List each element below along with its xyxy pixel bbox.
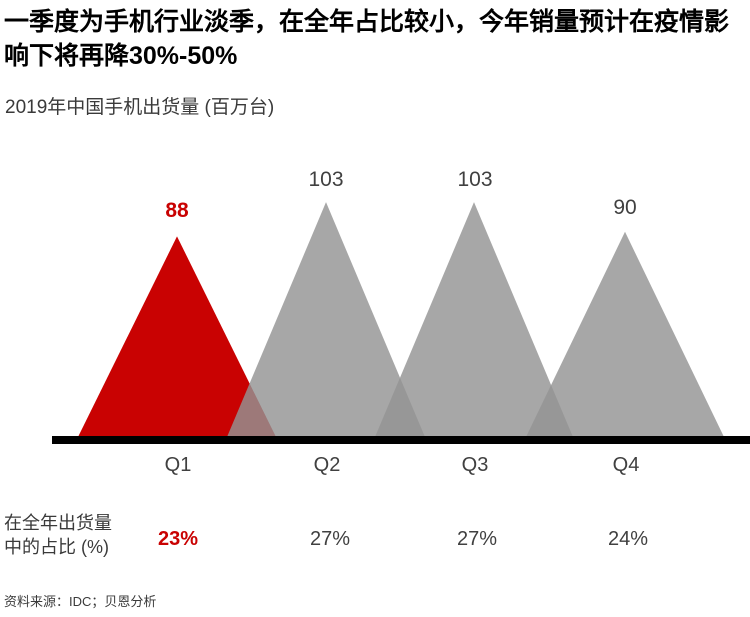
triangle-shapes [52,202,750,444]
share-value-q1: 23% [157,528,199,550]
value-label-q1: 88 [165,199,189,222]
triangle-q4 [526,231,724,437]
share-row-label: 在全年出货量 中的占比 (%) [4,511,112,559]
chart-title: 2019年中国手机出货量 (百万台) [5,97,275,118]
page-title: 一季度为手机行业淡季，在全年占比较小，今年销量预计在疫情影响下将再降30%-50… [4,8,730,70]
triangle-chart: 88 103 103 90 [52,168,750,444]
value-label-q4: 90 [613,196,637,219]
triangle-q2 [227,202,425,437]
value-label-q2: 103 [308,168,344,191]
axis-label-q2: Q2 [313,454,341,476]
axis-label-q4: Q4 [612,454,640,476]
share-row-label-line2: 中的占比 (%) [4,537,109,557]
share-value-q2: 27% [309,528,351,550]
share-row-label-line1: 在全年出货量 [4,513,112,533]
axis-label-q1: Q1 [164,454,192,476]
share-value-q3: 27% [456,528,498,550]
x-axis-bar [52,436,750,444]
share-value-q4: 24% [607,528,649,550]
source-note: 资料来源：IDC；贝恩分析 [4,594,157,609]
triangle-q1 [78,236,276,437]
triangle-q3 [375,202,573,437]
value-label-q3: 103 [457,168,493,191]
axis-label-q3: Q3 [461,454,489,476]
